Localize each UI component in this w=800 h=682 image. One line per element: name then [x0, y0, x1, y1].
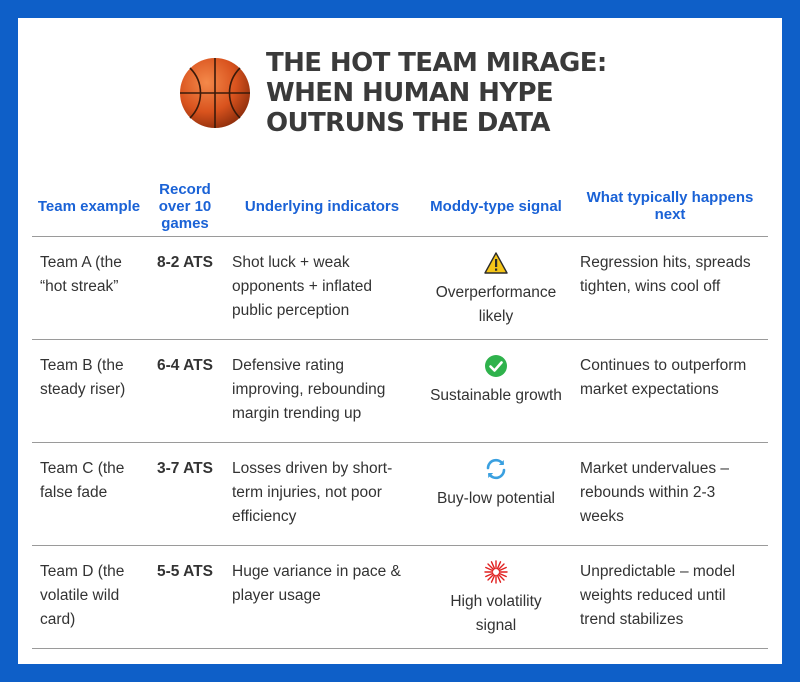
table-row: Team A (the “hot streak” 8-2 ATS Shot lu…: [32, 236, 768, 340]
signal-label: Overperformance likely: [435, 284, 557, 325]
signal-cell: Sustainable growth: [420, 339, 572, 443]
comparison-table: Team example Record over 10 games Underl…: [32, 176, 768, 649]
indicators-cell: Huge variance in pace & player usage: [224, 545, 420, 649]
record-cell: 3-7 ATS: [146, 442, 224, 546]
table-row: Team C (the false fade 3-7 ATS Losses dr…: [32, 442, 768, 546]
column-header-record: Record over 10 games: [146, 176, 224, 237]
indicators-cell: Losses driven by short-term injuries, no…: [224, 442, 420, 546]
table-header-row: Team example Record over 10 games Underl…: [32, 176, 768, 237]
signal-label: Sustainable growth: [430, 387, 562, 404]
next-cell: Market undervalues – rebounds within 2-3…: [572, 442, 768, 546]
page-title: THE HOT TEAM MIRAGE: WHEN HUMAN HYPE OUT…: [266, 48, 607, 138]
table-row: Team B (the steady riser) 6-4 ATS Defens…: [32, 339, 768, 443]
column-header-next: What typically happens next: [572, 176, 768, 237]
refresh-icon: [486, 458, 506, 480]
signal-cell: Overperformance likely: [420, 236, 572, 340]
table-row: Team D (the volatile wild card) 5-5 ATS …: [32, 545, 768, 649]
next-cell: Regression hits, spreads tighten, wins c…: [572, 236, 768, 340]
infographic-card: THE HOT TEAM MIRAGE: WHEN HUMAN HYPE OUT…: [18, 18, 782, 664]
signal-label: High volatility signal: [450, 593, 542, 634]
check-icon: [485, 355, 507, 377]
burst-icon: [484, 560, 508, 584]
signal-cell: Buy-low potential: [420, 442, 572, 546]
team-cell: Team D (the volatile wild card): [32, 545, 146, 649]
column-header-team: Team example: [32, 176, 146, 237]
team-cell: Team B (the steady riser): [32, 339, 146, 443]
header: THE HOT TEAM MIRAGE: WHEN HUMAN HYPE OUT…: [178, 48, 646, 138]
team-cell: Team A (the “hot streak”: [32, 236, 146, 340]
warning-icon: [484, 252, 508, 274]
indicators-cell: Shot luck + weak opponents + inflated pu…: [224, 236, 420, 340]
record-cell: 6-4 ATS: [146, 339, 224, 443]
next-cell: Continues to outperform market expectati…: [572, 339, 768, 443]
signal-cell: High volatility signal: [420, 545, 572, 649]
next-cell: Unpredictable – model weights reduced un…: [572, 545, 768, 649]
team-cell: Team C (the false fade: [32, 442, 146, 546]
record-cell: 5-5 ATS: [146, 545, 224, 649]
column-header-signal: Moddy-type signal: [420, 176, 572, 237]
basketball-icon: [180, 58, 250, 128]
signal-label: Buy-low potential: [436, 490, 556, 507]
indicators-cell: Defensive rating improving, rebounding m…: [224, 339, 420, 443]
record-cell: 8-2 ATS: [146, 236, 224, 340]
column-header-indicators: Underlying indicators: [224, 176, 420, 237]
